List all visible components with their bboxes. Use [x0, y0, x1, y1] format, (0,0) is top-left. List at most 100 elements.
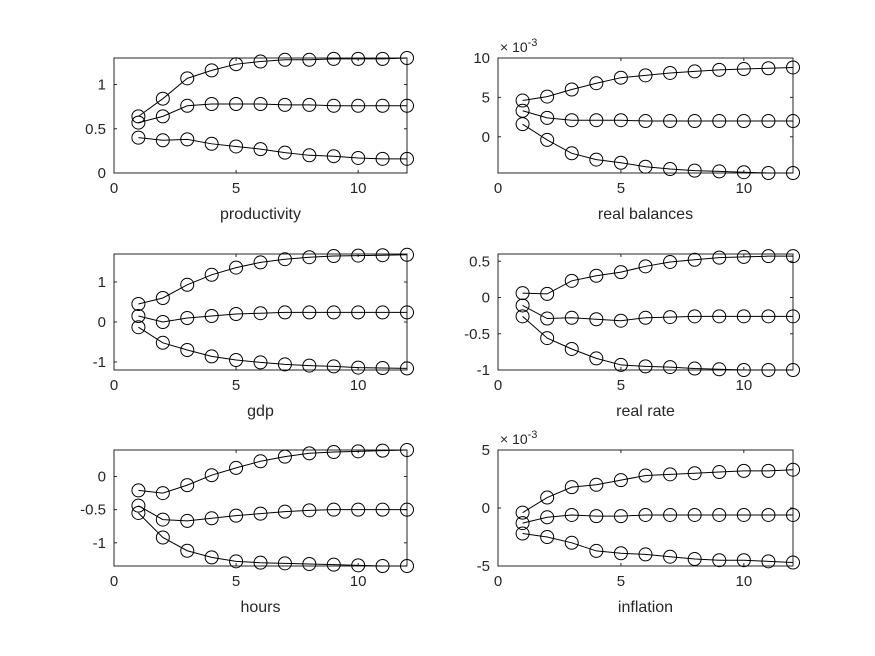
data-point — [589, 152, 604, 167]
data-point — [375, 361, 390, 375]
x-tick-label: 0 — [110, 377, 118, 394]
data-point — [326, 98, 341, 113]
data-point — [687, 552, 702, 567]
data-point — [613, 546, 628, 561]
data-point — [712, 553, 727, 568]
x-tick-label: 5 — [232, 180, 240, 197]
y-tick-label: -1 — [93, 354, 106, 371]
data-point — [131, 320, 146, 335]
data-point — [712, 507, 727, 522]
data-point — [736, 363, 751, 377]
axes-box — [497, 57, 794, 174]
data-point — [375, 98, 390, 113]
data-point — [712, 362, 727, 377]
y-tick-label: 0 — [98, 469, 106, 486]
data-point — [277, 449, 292, 464]
data-point — [351, 305, 366, 320]
data-point — [736, 553, 751, 568]
data-point — [663, 360, 678, 375]
data-point — [761, 554, 776, 569]
data-point — [515, 298, 530, 313]
y-tick-label: 0.5 — [85, 121, 106, 138]
data-point — [229, 460, 244, 475]
data-point — [589, 113, 604, 128]
data-point — [229, 554, 244, 569]
data-point — [229, 508, 244, 523]
data-point — [712, 164, 727, 179]
axes-box — [113, 449, 408, 567]
data-point — [351, 98, 366, 113]
data-point — [515, 286, 530, 301]
y-tick-label: 0 — [98, 314, 106, 331]
data-point — [736, 463, 751, 478]
subplot-4: 0 5 10 -1 -0.5 0 0.5 real rate — [464, 249, 800, 420]
data-point — [761, 249, 776, 264]
data-point — [400, 51, 414, 65]
data-point — [786, 114, 800, 129]
data-point — [515, 516, 530, 531]
data-point — [589, 351, 604, 366]
data-point — [229, 307, 244, 321]
series-line-2 — [522, 514, 793, 524]
data-point — [712, 250, 727, 265]
data-point — [515, 526, 530, 541]
series-line-1 — [522, 255, 793, 295]
data-point — [375, 51, 390, 66]
data-point — [204, 550, 219, 565]
data-point — [786, 363, 800, 377]
data-point — [302, 358, 317, 373]
series-line-3 — [138, 512, 407, 567]
data-point — [131, 109, 146, 124]
data-point — [564, 341, 579, 356]
series-line-1 — [522, 469, 794, 514]
data-point — [786, 309, 800, 324]
data-point — [613, 155, 628, 170]
data-point — [761, 166, 776, 180]
data-point — [277, 97, 292, 112]
data-point — [302, 557, 317, 572]
data-point — [155, 91, 170, 106]
data-point — [613, 473, 628, 488]
data-point — [540, 510, 555, 525]
data-point — [515, 117, 530, 132]
data-point — [564, 480, 579, 495]
data-point — [253, 142, 268, 157]
data-point — [400, 305, 414, 320]
data-point — [180, 311, 195, 325]
data-point — [277, 145, 292, 160]
data-point — [277, 357, 292, 372]
data-point — [326, 305, 341, 320]
series-line-2 — [138, 311, 407, 323]
data-point — [663, 467, 678, 482]
data-point — [540, 530, 555, 544]
data-point — [761, 507, 776, 522]
data-point — [589, 312, 604, 327]
series-line-1 — [138, 449, 408, 494]
data-point — [515, 93, 530, 108]
data-point — [663, 549, 678, 564]
data-point — [589, 76, 604, 91]
data-point — [786, 166, 800, 180]
data-point — [564, 82, 579, 97]
data-point — [229, 260, 244, 275]
data-point — [253, 255, 268, 270]
data-point — [638, 547, 653, 562]
data-point — [204, 349, 219, 364]
data-point — [515, 309, 530, 324]
data-point — [277, 252, 292, 267]
y-tick-label: -1 — [477, 362, 490, 379]
y-tick-label: 10 — [473, 50, 490, 67]
data-point — [589, 268, 604, 283]
data-point — [180, 478, 195, 493]
data-point — [302, 250, 317, 265]
data-point — [229, 97, 244, 111]
data-point — [687, 507, 702, 522]
y-tick-label: 0.5 — [469, 253, 490, 270]
data-point — [131, 130, 146, 145]
data-point — [155, 530, 170, 545]
data-point — [326, 149, 341, 164]
exponent-label: × 10-3 — [500, 429, 537, 447]
data-point — [712, 465, 727, 480]
data-point — [540, 311, 555, 326]
